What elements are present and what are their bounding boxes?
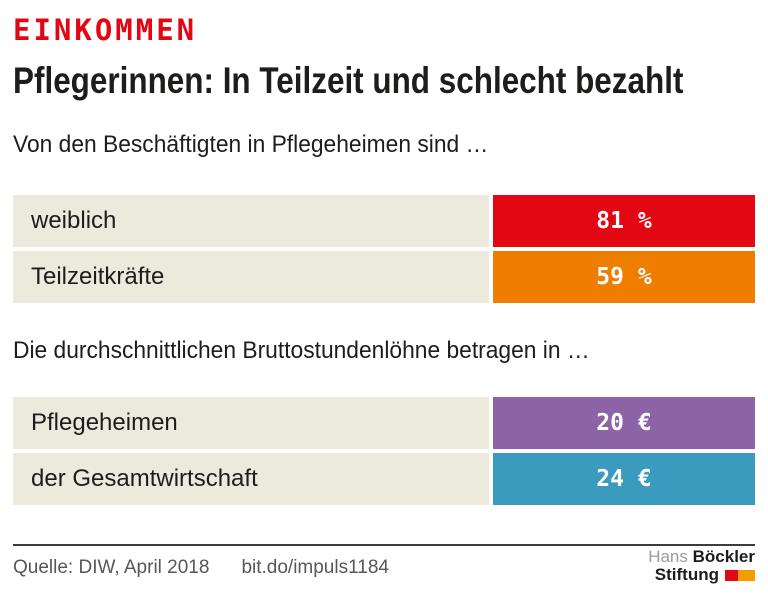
page-title: Pflegerinnen: In Teilzeit und schlecht b… <box>13 60 684 101</box>
bar-row-label: der Gesamtwirtschaft <box>13 453 489 505</box>
bar-row-label: weiblich <box>13 195 489 247</box>
logo-line-2: Stiftung <box>648 566 755 584</box>
bar-row-label: Teilzeitkräfte <box>13 251 489 303</box>
bar-row-label: Pflegeheimen <box>13 397 489 449</box>
logo-text-hans: Hans <box>648 547 688 566</box>
logo-orange-square-icon <box>738 569 755 581</box>
bar-value: 59 % <box>493 251 755 303</box>
logo-red-square-icon <box>725 569 738 581</box>
footer-source: Quelle: DIW, April 2018 bit.do/impuls1184 <box>13 557 389 579</box>
bar-row-weiblich: weiblich 81 % <box>13 195 755 247</box>
bar-value: 20 € <box>493 397 755 449</box>
bar-row-pflegeheimen: Pflegeheimen 20 € <box>13 397 755 449</box>
bar-value: 24 € <box>493 453 755 505</box>
short-url: bit.do/impuls1184 <box>241 557 389 578</box>
logo-text-stiftung: Stiftung <box>654 565 719 584</box>
logo-mark <box>725 569 755 581</box>
logo-text-boeckler: Böckler <box>692 547 755 566</box>
bar-value: 81 % <box>493 195 755 247</box>
bar-row-teilzeitkraefte: Teilzeitkräfte 59 % <box>13 251 755 303</box>
hans-boeckler-stiftung-logo: Hans Böckler Stiftung <box>648 548 755 584</box>
kicker-label: EINKOMMEN <box>13 13 198 47</box>
bar-row-gesamtwirtschaft: der Gesamtwirtschaft 24 € <box>13 453 755 505</box>
source-text: Quelle: DIW, April 2018 <box>13 557 210 578</box>
section-intro-1: Von den Beschäftigten in Pflegeheimen si… <box>13 131 489 158</box>
logo-line-1: Hans Böckler <box>648 548 755 566</box>
footer-divider <box>13 544 755 546</box>
section-intro-2: Die durchschnittlichen Bruttostundenlöhn… <box>13 337 590 364</box>
